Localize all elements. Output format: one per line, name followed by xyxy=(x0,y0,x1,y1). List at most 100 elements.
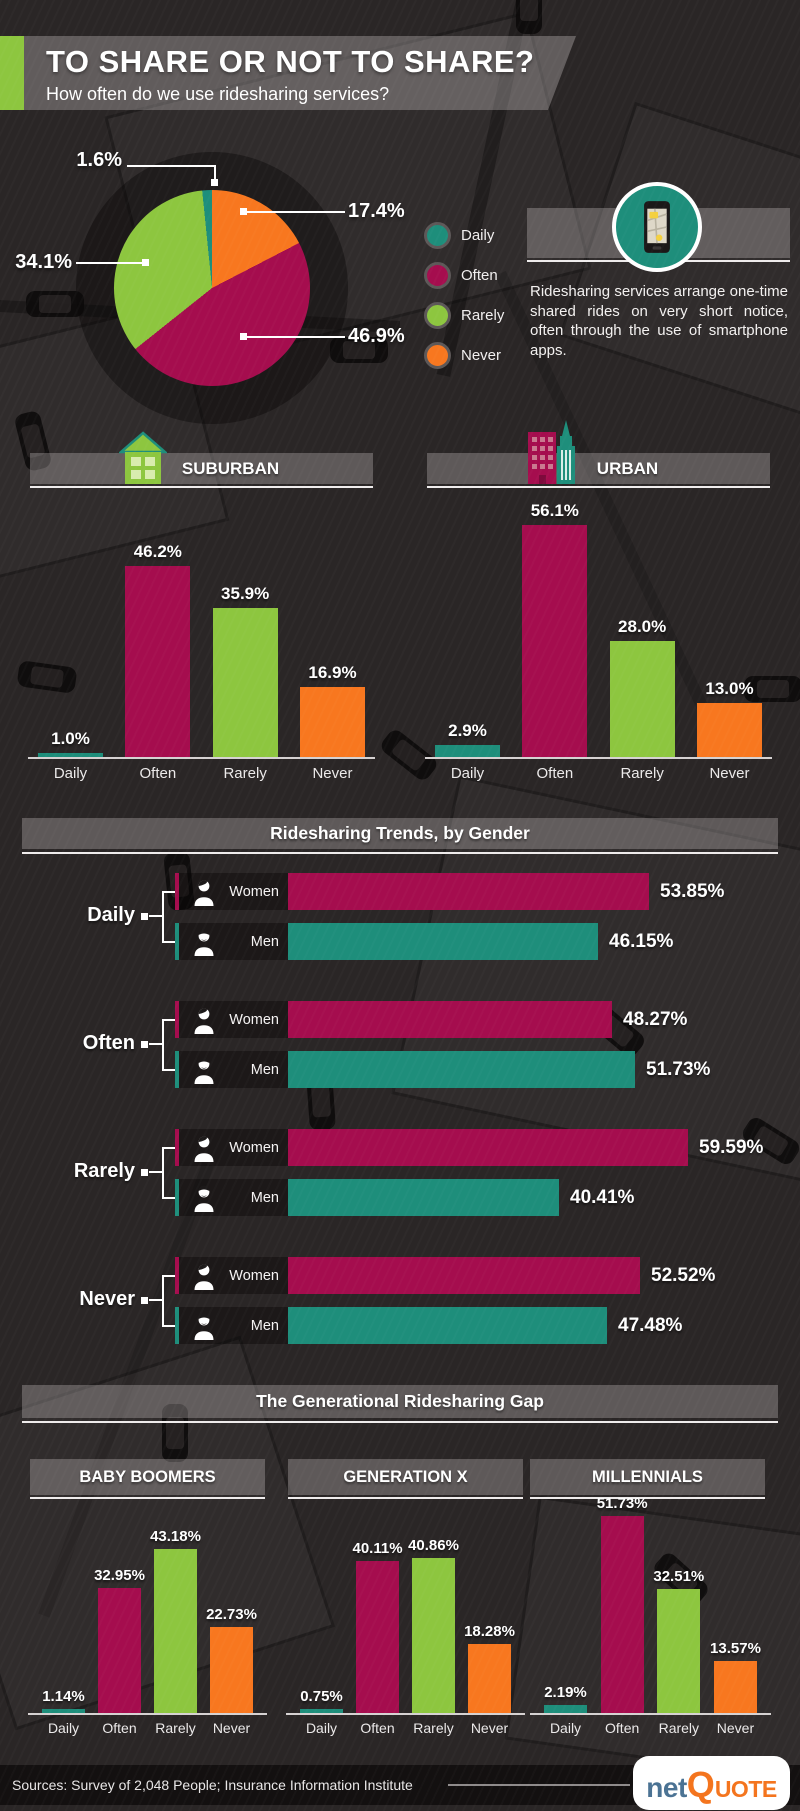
gender-bar-value: 52.52% xyxy=(651,1264,716,1286)
logo-q-text: Q xyxy=(686,1764,715,1805)
woman-icon xyxy=(194,1264,214,1290)
bar-value: 1.14% xyxy=(42,1688,85,1705)
bar-col-daily: 0.75% xyxy=(300,1688,343,1713)
often-legend-swatch xyxy=(424,262,451,289)
bar-cat-rarely: Rarely xyxy=(620,765,664,782)
gender-bar-value: 40.41% xyxy=(570,1186,635,1208)
car-silhouette xyxy=(744,676,800,702)
bar-cat-daily: Daily xyxy=(47,1720,80,1736)
bar-value: 40.11% xyxy=(352,1540,403,1557)
legend-label: Daily xyxy=(461,227,495,244)
pie-callout-marker xyxy=(240,208,247,215)
smartphone-map-icon xyxy=(612,182,702,272)
bar-col-rarely: 28.0% xyxy=(609,617,675,757)
daily-legend-swatch xyxy=(424,222,451,249)
bar-col-never: 13.0% xyxy=(696,679,762,757)
bar-col-often: 32.95% xyxy=(94,1567,145,1713)
footer-divider xyxy=(448,1784,630,1786)
bracket-dash xyxy=(149,1171,162,1173)
man-icon xyxy=(194,929,214,956)
pie-callout-marker xyxy=(211,179,218,186)
bar-col-never: 18.28% xyxy=(464,1623,515,1713)
gender-row-labelbox: Women xyxy=(179,1257,288,1294)
woman-icon xyxy=(194,1008,214,1034)
row-color-strip xyxy=(175,1129,179,1166)
gender-group-label: Daily xyxy=(87,904,135,926)
gender-bar-value: 53.85% xyxy=(660,880,725,902)
bar-value: 43.18% xyxy=(150,1528,201,1545)
gender-row-women: Women 48.27% xyxy=(175,1001,687,1038)
gender-row-name: Men xyxy=(250,933,279,950)
urban-bar-chart: 2.9% 56.1% 28.0% 13.0% Daily Often Rarely Never xyxy=(425,495,772,782)
woman-icon xyxy=(194,1136,214,1162)
bar-value: 56.1% xyxy=(530,501,579,520)
man-icon xyxy=(194,1313,214,1340)
bar-value: 32.51% xyxy=(653,1568,705,1585)
pie-callout-never: 17.4% xyxy=(348,200,405,222)
gender-row-men: Men 46.15% xyxy=(175,923,673,960)
legend-label: Often xyxy=(461,267,498,284)
generations-section-banner: The Generational Ridesharing Gap xyxy=(22,1385,778,1418)
bar-cat-rarely: Rarely xyxy=(155,1720,196,1736)
bar-col-daily: 1.14% xyxy=(42,1688,85,1713)
gender-bar-men xyxy=(288,1051,635,1088)
pie-callout-line xyxy=(127,165,216,167)
babyboomers-underline xyxy=(30,1497,265,1499)
legend-item-never: Never xyxy=(424,342,504,369)
pie-callout-daily: 1.6% xyxy=(76,149,122,171)
bar-col-never: 13.57% xyxy=(710,1640,761,1713)
bar-value: 2.19% xyxy=(544,1684,587,1701)
bar-daily xyxy=(38,753,103,757)
header-banner: TO SHARE OR NOT TO SHARE? How often do w… xyxy=(24,36,576,110)
bar-cat-daily: Daily xyxy=(549,1720,582,1736)
bar-never xyxy=(696,703,762,757)
generationx-underline xyxy=(288,1497,523,1499)
bar-cat-often: Often xyxy=(536,765,574,782)
bar-cat-rarely: Rarely xyxy=(223,765,267,782)
bar-cat-often: Often xyxy=(102,1720,137,1736)
car-silhouette xyxy=(330,337,388,363)
bar-value: 28.0% xyxy=(618,617,667,636)
bar-often xyxy=(98,1588,141,1713)
bar-value: 22.73% xyxy=(206,1606,257,1623)
gender-group-label: Often xyxy=(82,1032,135,1054)
gender-bar-women xyxy=(288,873,649,910)
bar-never xyxy=(468,1644,511,1713)
bar-value: 40.86% xyxy=(408,1537,459,1554)
gender-group-label: Rarely xyxy=(73,1160,135,1182)
man-icon xyxy=(194,1057,214,1084)
row-color-strip xyxy=(175,923,179,960)
pie-callout-line xyxy=(214,165,216,181)
house-icon xyxy=(117,431,169,489)
bracket xyxy=(162,1275,175,1327)
gender-bar-women xyxy=(288,1129,688,1166)
bar-value: 16.9% xyxy=(308,663,357,682)
pie-callout-line xyxy=(247,211,345,213)
gender-row-women: Women 52.52% xyxy=(175,1257,715,1294)
bar-daily xyxy=(42,1709,85,1713)
gender-row-women: Women 59.59% xyxy=(175,1129,763,1166)
sources-text: Sources: Survey of 2,048 People; Insuran… xyxy=(12,1777,413,1793)
logo-net-text: net xyxy=(646,1772,687,1803)
gender-row-men: Men 51.73% xyxy=(175,1051,710,1088)
bar-cat-often: Often xyxy=(139,765,177,782)
buildings-icon xyxy=(522,420,580,489)
gender-row-labelbox: Men xyxy=(179,923,288,960)
bracket-dash xyxy=(149,915,162,917)
gender-bar-value: 46.15% xyxy=(609,930,674,952)
bracket-dash xyxy=(149,1043,162,1045)
bar-cat-never: Never xyxy=(470,1720,509,1736)
car-silhouette xyxy=(516,0,542,34)
bracket-bullet xyxy=(141,1041,148,1048)
gender-bar-men xyxy=(288,1307,607,1344)
gender-row-labelbox: Men xyxy=(179,1307,288,1344)
gender-row-name: Women xyxy=(229,1011,279,1028)
bar-value: 13.57% xyxy=(710,1640,761,1657)
gender-group-never: Never Women 52.52% Men 47.48% xyxy=(0,1257,800,1344)
bar-value: 32.95% xyxy=(94,1567,145,1584)
gender-bar-women xyxy=(288,1001,612,1038)
bracket-bullet xyxy=(141,913,148,920)
pie-callout-rarely: 34.1% xyxy=(15,251,72,273)
gender-bar-value: 59.59% xyxy=(699,1136,764,1158)
gender-bar-men xyxy=(288,923,598,960)
